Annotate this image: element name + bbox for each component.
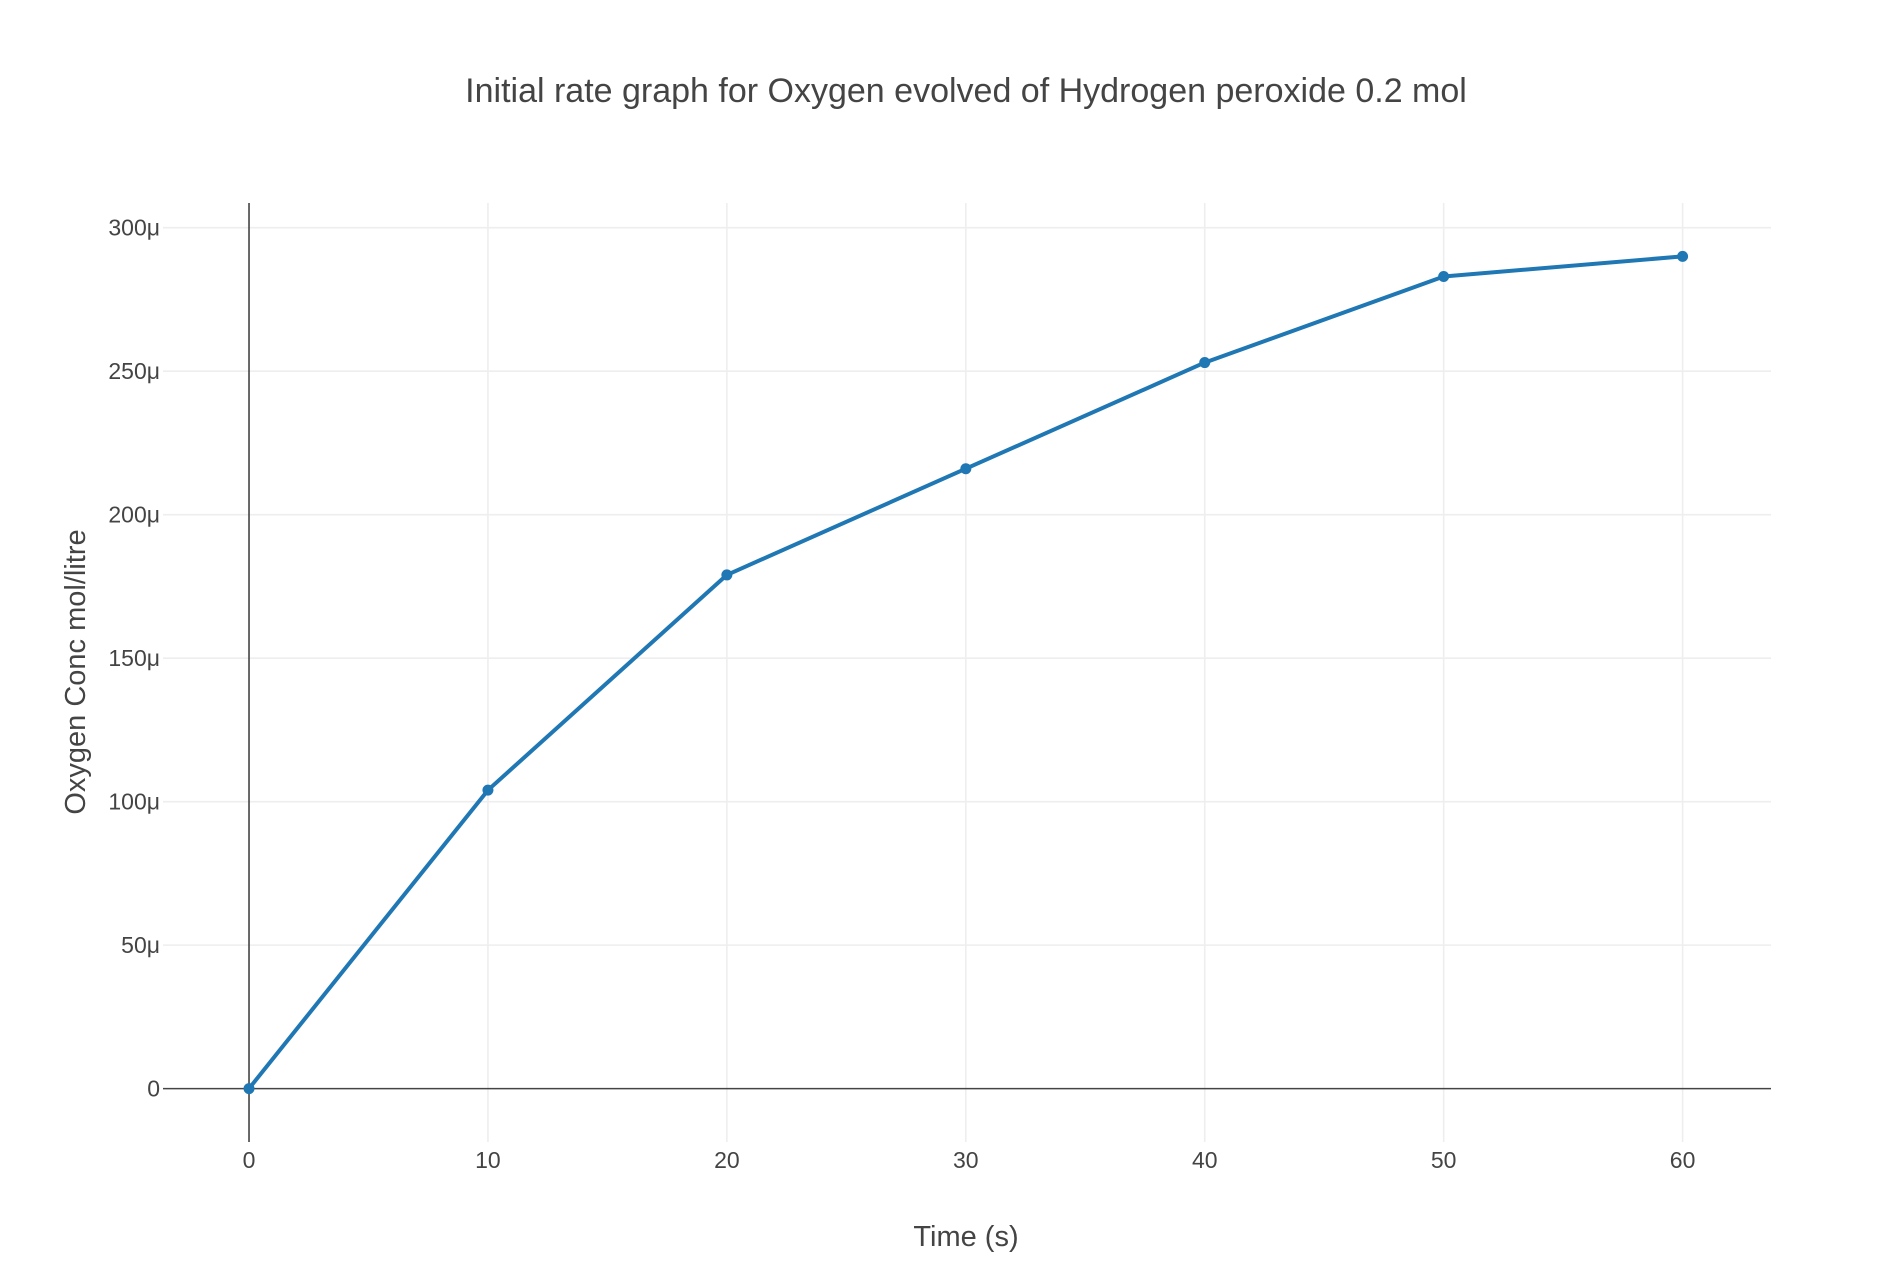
x-tick-label: 20 (714, 1147, 740, 1173)
data-point (243, 1083, 255, 1095)
x-tick-label: 10 (475, 1147, 501, 1173)
x-tick-label: 50 (1431, 1147, 1457, 1173)
grid-lines (163, 203, 1771, 1142)
data-point (1677, 250, 1689, 262)
data-point (960, 463, 972, 475)
y-tick-label: 200μ (108, 502, 160, 528)
y-tick-label: 250μ (108, 358, 160, 384)
data-point (1438, 270, 1450, 282)
y-tick-label: 300μ (108, 215, 160, 241)
x-axis-title: Time (s) (913, 1221, 1018, 1253)
y-axis-ticks: 0 50μ 100μ 150μ 200μ 250μ 300μ (108, 215, 160, 1102)
x-axis-ticks: 0 10 20 30 40 50 60 (243, 1147, 1696, 1173)
data-series (243, 250, 1689, 1095)
zero-lines (163, 203, 1771, 1142)
x-tick-label: 60 (1670, 1147, 1696, 1173)
x-tick-label: 0 (243, 1147, 256, 1173)
y-tick-label: 100μ (108, 789, 160, 815)
y-tick-label: 50μ (121, 932, 160, 958)
x-tick-label: 30 (953, 1147, 979, 1173)
x-tick-label: 40 (1192, 1147, 1218, 1173)
y-tick-label: 0 (147, 1076, 160, 1102)
data-point (482, 784, 494, 796)
y-axis-title: Oxygen Conc mol/litre (60, 529, 92, 814)
data-point (1199, 357, 1211, 369)
data-point (721, 569, 733, 581)
y-tick-label: 150μ (108, 645, 160, 671)
chart-title: Initial rate graph for Oxygen evolved of… (465, 72, 1467, 110)
